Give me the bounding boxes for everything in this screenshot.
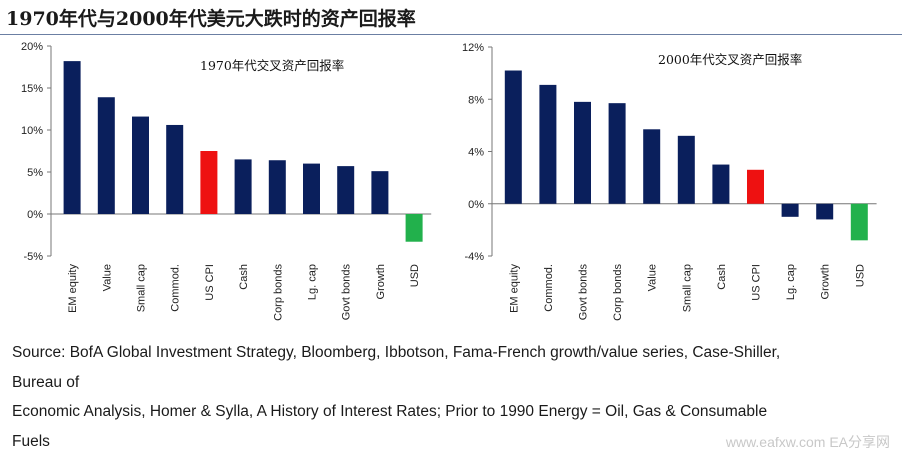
bar <box>63 61 81 215</box>
category-label: USD <box>409 264 421 287</box>
bar <box>303 163 320 214</box>
category-label: Cash <box>716 264 728 290</box>
category-label: Value <box>647 264 659 291</box>
bar <box>337 166 355 214</box>
category-label: Growth <box>375 264 387 299</box>
bar <box>643 129 661 204</box>
y-tick-label: 5% <box>27 167 43 179</box>
bar <box>539 84 557 204</box>
y-tick-label: -5% <box>23 251 43 263</box>
bar <box>405 214 423 242</box>
bar <box>97 97 115 214</box>
bar <box>781 203 799 217</box>
category-label: Lg. cap <box>785 264 797 300</box>
category-label: EM equity <box>67 264 79 313</box>
bar <box>200 151 218 214</box>
bar <box>166 124 184 214</box>
bar <box>574 101 591 204</box>
chart-2: 2000年代交叉资产回报率 12% 8% 4% 0% -4% EM equity Commod… <box>462 42 877 321</box>
category-label: USD <box>854 264 866 287</box>
category-label: EM equity <box>508 264 520 313</box>
source-line: Fuels <box>12 432 50 450</box>
source-note: Source: BofA Global Investment Strategy,… <box>12 338 892 456</box>
y-tick-label: 8% <box>468 94 484 106</box>
bar <box>371 171 389 214</box>
y-tick-label: 12% <box>462 42 484 54</box>
y-tick-label: 15% <box>21 83 43 95</box>
y-tick-label: 0% <box>468 199 484 211</box>
bar <box>850 203 868 241</box>
bar <box>268 160 286 214</box>
bar <box>608 103 626 204</box>
category-label: Growth <box>820 264 832 299</box>
y-tick-label: 10% <box>21 125 43 137</box>
category-label: Commod. <box>543 264 555 312</box>
bar <box>132 116 149 214</box>
source-line: Source: BofA Global Investment Strategy,… <box>12 344 781 361</box>
category-label: Govt bonds <box>341 264 353 321</box>
category-label: Value <box>101 264 113 291</box>
category-label: Commod. <box>170 264 182 312</box>
source-line: Bureau of <box>12 373 80 391</box>
title-divider <box>0 34 902 35</box>
category-label: Corp bonds <box>272 264 284 321</box>
y-tick-label: 4% <box>468 147 484 159</box>
category-label: Lg. cap <box>307 264 319 300</box>
category-label: Small cap <box>136 264 148 312</box>
bar <box>677 135 695 204</box>
category-label: Small cap <box>681 264 693 312</box>
chart-1: 1970年代交叉资产回报率 20% 15% 10% 5% 0% -5% EM equity Va… <box>21 41 432 321</box>
chart-title: 1970年代交叉资产回报率 <box>200 58 344 73</box>
bar <box>712 164 730 204</box>
bar <box>234 159 252 214</box>
bar <box>504 70 522 204</box>
chart-title: 2000年代交叉资产回报率 <box>658 52 802 67</box>
category-label: US CPI <box>204 264 216 301</box>
page-title: 1970年代与2000年代美元大跌时的资产回报率 <box>6 8 416 30</box>
y-tick-label: 0% <box>27 209 43 221</box>
y-tick-label: -4% <box>464 251 484 263</box>
bar <box>816 203 834 220</box>
watermark: www.eafxw.com EA分享网 <box>725 434 890 450</box>
y-tick-label: 20% <box>21 41 43 53</box>
category-label: Corp bonds <box>612 264 624 321</box>
source-line: Economic Analysis, Homer & Sylla, A Hist… <box>12 403 768 420</box>
bar <box>747 169 764 204</box>
category-label: Cash <box>238 264 250 290</box>
category-label: US CPI <box>751 264 763 301</box>
category-label: Govt bonds <box>578 264 590 321</box>
